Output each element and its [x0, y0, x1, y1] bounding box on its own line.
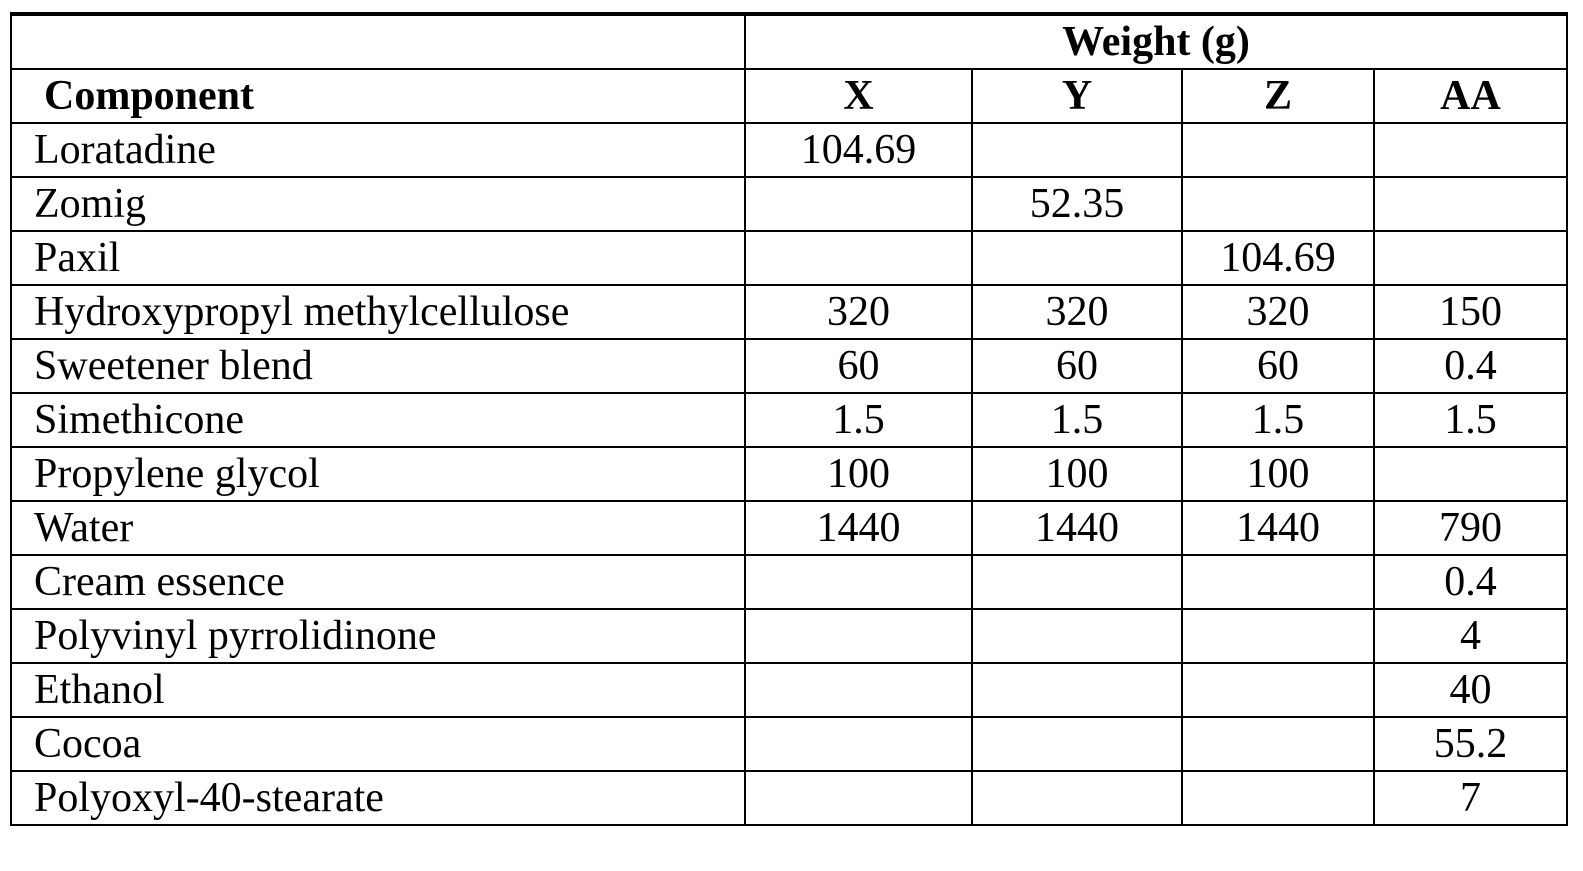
table-row: Zomig 52.35 [11, 177, 1567, 231]
weight-cell [972, 717, 1182, 771]
table-row: Sweetener blend6060600.4 [11, 339, 1567, 393]
weight-cell: 150 [1374, 285, 1567, 339]
table-row: Loratadine104.69 [11, 123, 1567, 177]
table-row: Propylene glycol100100100 [11, 447, 1567, 501]
weight-cell: 1.5 [1182, 393, 1374, 447]
table-body: Loratadine104.69Zomig52.35Paxil104.69Hyd… [11, 123, 1567, 825]
weight-cell [972, 663, 1182, 717]
weight-cell: 100 [1182, 447, 1374, 501]
table-row: Hydroxypropyl methylcellulose32032032015… [11, 285, 1567, 339]
weight-cell [745, 231, 972, 285]
weight-cell: 104.69 [745, 123, 972, 177]
component-name-cell: Cocoa [11, 717, 745, 771]
weight-cell [1182, 717, 1374, 771]
table-row: Ethanol 40 [11, 663, 1567, 717]
weight-cell [745, 555, 972, 609]
weight-cell [1182, 609, 1374, 663]
component-name-cell: Ethanol [11, 663, 745, 717]
group-header-row: Weight (g) [11, 14, 1567, 69]
component-name-cell: Zomig [11, 177, 745, 231]
weight-cell: 1440 [745, 501, 972, 555]
weight-cell: 0.4 [1374, 339, 1567, 393]
weight-cell [972, 771, 1182, 825]
weight-cell: 1440 [972, 501, 1182, 555]
weight-cell: 100 [972, 447, 1182, 501]
column-header-row: Component X Y Z AA [11, 69, 1567, 123]
weight-cell: 320 [745, 285, 972, 339]
weight-cell: 0.4 [1374, 555, 1567, 609]
weight-cell [745, 771, 972, 825]
table-row: Polyvinyl pyrrolidinone 4 [11, 609, 1567, 663]
weight-cell: 1.5 [972, 393, 1182, 447]
weight-cell [1182, 771, 1374, 825]
weight-cell [972, 555, 1182, 609]
weight-cell: 55.2 [1374, 717, 1567, 771]
weight-cell [972, 231, 1182, 285]
weight-cell: 1440 [1182, 501, 1374, 555]
weight-cell: 40 [1374, 663, 1567, 717]
component-name-cell: Polyoxyl-40-stearate [11, 771, 745, 825]
component-name-cell: Hydroxypropyl methylcellulose [11, 285, 745, 339]
weight-cell [1182, 123, 1374, 177]
weight-cell [1374, 231, 1567, 285]
component-name-cell: Paxil [11, 231, 745, 285]
component-name-cell: Loratadine [11, 123, 745, 177]
table-row: Paxil 104.69 [11, 231, 1567, 285]
weight-cell: 7 [1374, 771, 1567, 825]
weight-cell [745, 663, 972, 717]
weight-cell [745, 717, 972, 771]
weight-cell: 1.5 [745, 393, 972, 447]
weight-cell [1182, 663, 1374, 717]
weight-cell [1374, 447, 1567, 501]
weight-cell: 100 [745, 447, 972, 501]
weight-cell [1374, 177, 1567, 231]
weight-cell: 1.5 [1374, 393, 1567, 447]
component-name-cell: Water [11, 501, 745, 555]
table-row: Cocoa 55.2 [11, 717, 1567, 771]
weight-cell [1182, 177, 1374, 231]
weight-cell [745, 177, 972, 231]
weight-cell: 60 [972, 339, 1182, 393]
component-name-cell: Sweetener blend [11, 339, 745, 393]
component-header: Component [11, 69, 745, 123]
weight-cell [972, 123, 1182, 177]
formulation-table: Weight (g) Component X Y Z AA Loratadine… [10, 12, 1568, 826]
weight-cell: 60 [1182, 339, 1374, 393]
weight-cell: 320 [1182, 285, 1374, 339]
weight-cell: 790 [1374, 501, 1567, 555]
table-row: Water144014401440790 [11, 501, 1567, 555]
weight-cell: 104.69 [1182, 231, 1374, 285]
table-row: Simethicone1.51.51.51.5 [11, 393, 1567, 447]
weight-cell [1374, 123, 1567, 177]
column-header-z: Z [1182, 69, 1374, 123]
empty-corner-cell [11, 14, 745, 69]
column-header-x: X [745, 69, 972, 123]
column-header-y: Y [972, 69, 1182, 123]
component-name-cell: Cream essence [11, 555, 745, 609]
column-header-aa: AA [1374, 69, 1567, 123]
component-name-cell: Propylene glycol [11, 447, 745, 501]
weight-group-header: Weight (g) [745, 14, 1567, 69]
weight-cell: 320 [972, 285, 1182, 339]
component-name-cell: Simethicone [11, 393, 745, 447]
table-row: Cream essence 0.4 [11, 555, 1567, 609]
component-name-cell: Polyvinyl pyrrolidinone [11, 609, 745, 663]
weight-cell: 4 [1374, 609, 1567, 663]
table-row: Polyoxyl-40-stearate 7 [11, 771, 1567, 825]
weight-cell: 60 [745, 339, 972, 393]
weight-cell [972, 609, 1182, 663]
weight-cell: 52.35 [972, 177, 1182, 231]
weight-cell [745, 609, 972, 663]
weight-cell [1182, 555, 1374, 609]
